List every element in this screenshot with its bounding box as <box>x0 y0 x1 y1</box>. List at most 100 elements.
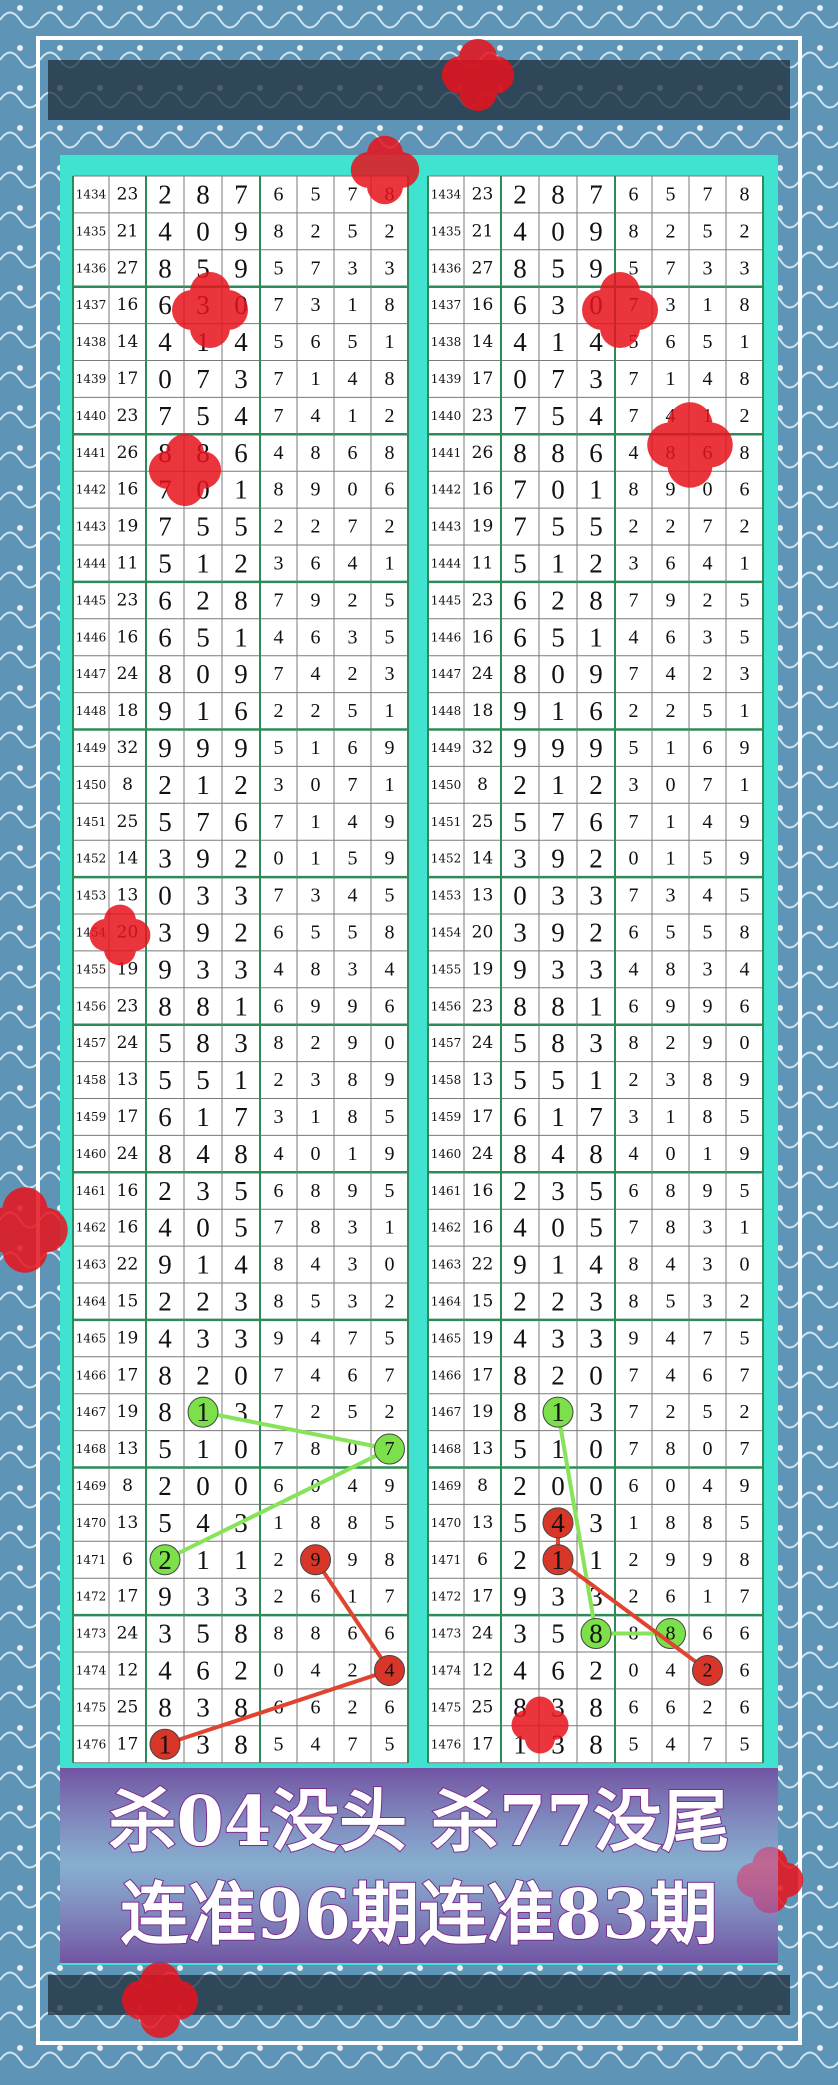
cell: 8 <box>234 1139 248 1169</box>
cell: 6 <box>740 1623 750 1645</box>
cell: 5 <box>385 1512 395 1534</box>
cell: 6 <box>740 995 750 1017</box>
cell: 8 <box>158 1397 172 1427</box>
cell: 1441 <box>431 446 462 460</box>
cell: 14 <box>117 849 139 869</box>
cell: 8 <box>551 1028 565 1058</box>
tables: 1434232876578143521409825214362785957331… <box>72 175 764 1764</box>
cell: 1438 <box>76 335 107 349</box>
cell: 7 <box>513 512 527 542</box>
cell: 8 <box>158 991 172 1021</box>
cell: 3 <box>196 1176 210 1206</box>
cell: 8 <box>274 479 284 501</box>
cell: 21 <box>472 221 494 241</box>
highlight-digit: 1 <box>196 1397 210 1427</box>
cell: 1446 <box>76 630 107 644</box>
cell: 3 <box>551 881 565 911</box>
cell: 32 <box>117 738 139 758</box>
cell: 7 <box>348 1327 358 1349</box>
cell: 1457 <box>76 1036 107 1050</box>
cell: 6 <box>629 1696 639 1718</box>
cell: 1 <box>666 368 676 390</box>
cell: 9 <box>703 1032 713 1054</box>
cell: 1436 <box>76 261 107 275</box>
cell: 0 <box>234 1360 248 1390</box>
cell: 23 <box>472 184 494 204</box>
cell: 1448 <box>431 704 462 718</box>
cell: 5 <box>348 848 358 870</box>
cell: 23 <box>117 590 139 610</box>
cell: 8 <box>196 1028 210 1058</box>
cell: 2 <box>385 220 395 242</box>
clover <box>441 38 515 112</box>
cell: 1 <box>740 700 750 722</box>
cell: 1438 <box>431 335 462 349</box>
cell: 5 <box>311 921 321 943</box>
cell: 2 <box>740 1401 750 1423</box>
cell: 6 <box>274 995 284 1017</box>
cell: 6 <box>589 807 603 837</box>
cell: 1 <box>385 552 395 574</box>
cell: 9 <box>703 1180 713 1202</box>
cell: 7 <box>629 405 639 427</box>
cell: 19 <box>117 517 139 537</box>
clover-leaf <box>647 422 693 468</box>
cell: 5 <box>196 401 210 431</box>
cell: 3 <box>703 626 713 648</box>
cell: 0 <box>703 479 713 501</box>
cell: 8 <box>234 1619 248 1649</box>
cell: 2 <box>311 1401 321 1423</box>
highlight-digit: 1 <box>158 1729 172 1759</box>
cell: 2 <box>158 1176 172 1206</box>
cell: 5 <box>740 1733 750 1755</box>
cell: 9 <box>348 1180 358 1202</box>
cell: 0 <box>589 1471 603 1501</box>
cell: 0 <box>513 881 527 911</box>
cell: 1 <box>666 848 676 870</box>
cell: 19 <box>117 1402 139 1422</box>
cell: 25 <box>472 812 494 832</box>
cell: 8 <box>740 183 750 205</box>
cell: 3 <box>385 257 395 279</box>
cell: 1 <box>385 331 395 353</box>
cell: 9 <box>196 917 210 947</box>
cell: 0 <box>158 881 172 911</box>
cell: 5 <box>629 737 639 759</box>
cell: 7 <box>274 1401 284 1423</box>
clover-leaf <box>582 290 622 330</box>
cell: 5 <box>551 1065 565 1095</box>
cell: 3 <box>629 552 639 574</box>
cell: 9 <box>311 479 321 501</box>
cell: 12 <box>117 1660 139 1680</box>
cell: 3 <box>234 1323 248 1353</box>
highlight <box>187 1396 219 1428</box>
cell: 9 <box>348 995 358 1017</box>
cell: 1 <box>348 294 358 316</box>
cell: 7 <box>196 364 210 394</box>
cell: 5 <box>589 1213 603 1243</box>
cell: 16 <box>117 480 139 500</box>
cell: 2 <box>348 1659 358 1681</box>
cell: 1474 <box>76 1663 107 1677</box>
cell: 9 <box>158 954 172 984</box>
cell: 5 <box>385 1327 395 1349</box>
cell: 2 <box>158 1471 172 1501</box>
cell: 18 <box>117 701 139 721</box>
cell: 2 <box>703 663 713 685</box>
cell: 2 <box>589 917 603 947</box>
cell: 1451 <box>76 815 107 829</box>
cell: 2 <box>740 1290 750 1312</box>
clover <box>0 1187 68 1273</box>
cell: 6 <box>629 1180 639 1202</box>
cell: 4 <box>196 1139 210 1169</box>
cell: 17 <box>117 1734 139 1754</box>
cell: 0 <box>589 1434 603 1464</box>
cell: 0 <box>196 1471 210 1501</box>
clover-leaf <box>350 152 387 188</box>
cell: 24 <box>472 1033 494 1053</box>
cell: 19 <box>472 959 494 979</box>
cell: 27 <box>472 258 494 278</box>
cell: 9 <box>740 811 750 833</box>
cell: 1434 <box>431 187 462 201</box>
